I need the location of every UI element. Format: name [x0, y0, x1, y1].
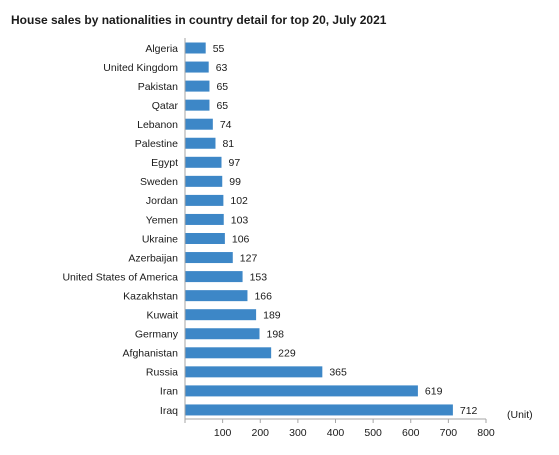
value-label: 81	[222, 138, 234, 150]
bar-iraq	[185, 404, 453, 416]
category-label: Yemen	[146, 214, 178, 226]
bar-united-kingdom	[185, 61, 209, 73]
category-label: Algeria	[145, 43, 178, 55]
category-label: Iran	[160, 386, 178, 398]
bar-azerbaijan	[185, 252, 233, 264]
bar-kazakhstan	[185, 290, 248, 302]
bar-palestine	[185, 137, 216, 149]
value-label: 63	[216, 62, 228, 74]
x-tick-label: 100	[214, 427, 232, 439]
value-label: 619	[425, 386, 443, 398]
x-tick-labels: 100 200 300 400 500 600 700 800	[184, 419, 495, 439]
value-label: 198	[267, 329, 285, 341]
value-label: 189	[263, 310, 281, 322]
category-label: Kazakhstan	[123, 290, 178, 302]
value-label: 103	[231, 214, 249, 226]
bar-russia	[185, 366, 323, 378]
x-tick-label: 300	[289, 427, 307, 439]
category-label: Palestine	[135, 138, 178, 150]
bar-pakistan	[185, 80, 210, 92]
category-label: United States of America	[62, 271, 178, 283]
category-label: Germany	[135, 329, 179, 341]
bar-algeria	[185, 42, 206, 54]
bar-ukraine	[185, 233, 225, 244]
bar-sweden	[185, 175, 223, 187]
x-tick-label: 500	[364, 427, 382, 439]
x-tick-label: 400	[327, 427, 345, 439]
bar-egypt	[185, 156, 222, 168]
bar-afghanistan	[185, 347, 272, 359]
category-label: Pakistan	[138, 81, 178, 93]
value-label: 99	[229, 176, 241, 188]
x-tick-label: 600	[402, 427, 420, 439]
x-tick-label: 800	[477, 427, 495, 439]
bar-jordan	[185, 194, 224, 206]
value-label: 153	[250, 271, 268, 283]
category-label: Kuwait	[146, 310, 178, 322]
category-label: Lebanon	[137, 119, 178, 131]
value-label: 65	[216, 81, 228, 93]
value-label: 229	[278, 348, 296, 360]
category-label: Egypt	[151, 157, 178, 169]
category-label: Russia	[146, 367, 178, 379]
value-label: 102	[230, 195, 248, 207]
value-label: 97	[229, 157, 241, 169]
value-labels: 55 63 65 65 74 81 97 99 102 103 106 127 153 166 189 198…	[213, 43, 478, 417]
bar-kuwait	[185, 309, 257, 321]
category-label: Qatar	[152, 100, 179, 112]
x-axis	[184, 38, 486, 420]
category-label: Sweden	[140, 176, 178, 188]
value-label: 166	[254, 290, 272, 302]
bar-lebanon	[185, 118, 213, 130]
value-label: 712	[460, 405, 478, 417]
bar-qatar	[185, 99, 210, 111]
bar-germany	[185, 328, 260, 340]
value-label: 65	[216, 100, 228, 112]
bar-yemen	[185, 213, 224, 225]
bar-iran	[185, 385, 418, 397]
category-labels: Algeria United Kingdom Pakistan Qatar Lebano…	[62, 43, 178, 417]
category-label: Afghanistan	[123, 348, 179, 360]
category-label: Jordan	[146, 195, 178, 207]
x-tick-label: 700	[440, 427, 458, 439]
x-axis-unit-label: (Unit)	[507, 409, 533, 421]
x-tick-label: 200	[251, 427, 269, 439]
bar-united-states-of-america	[185, 271, 243, 283]
value-label: 127	[240, 252, 258, 264]
category-label: Ukraine	[142, 233, 178, 245]
chart-title: House sales by nationalities in country …	[11, 13, 387, 27]
category-label: Azerbaijan	[128, 252, 178, 264]
value-label: 106	[232, 233, 250, 245]
value-label: 365	[329, 367, 347, 379]
bars-group	[185, 42, 453, 416]
category-label: Iraq	[160, 405, 178, 417]
category-label: United Kingdom	[103, 62, 178, 74]
value-label: 74	[220, 119, 232, 131]
value-label: 55	[213, 43, 225, 55]
